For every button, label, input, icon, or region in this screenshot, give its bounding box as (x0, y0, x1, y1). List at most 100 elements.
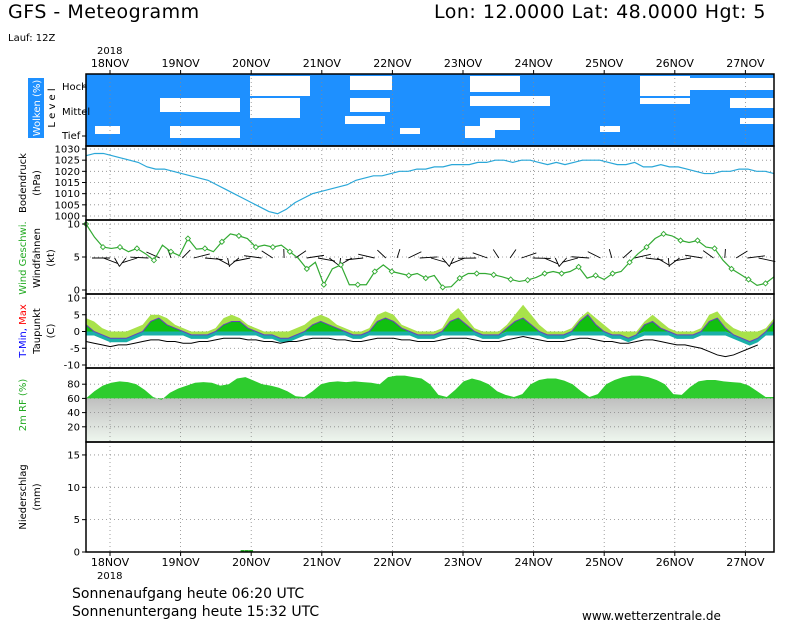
cloud-cover-block (730, 98, 774, 108)
wind-speed-point (643, 243, 650, 251)
temperature-tick-label: 0 (74, 327, 80, 338)
cloud-cover-block (670, 78, 774, 90)
wind-speed-point (473, 270, 480, 277)
precip-bar (249, 550, 254, 552)
top-day-label: 23NOV (444, 57, 483, 70)
top-day-label: 19NOV (161, 57, 200, 70)
wind-barb (345, 257, 364, 261)
precip-tick-label: 15 (67, 450, 80, 461)
dewpoint-ylabel: Taupunkt (C) (32, 308, 57, 355)
wind-barb (448, 257, 455, 267)
cloud-ylabel: Wolken (%) (32, 80, 43, 137)
wind-speed-point (150, 257, 158, 264)
wind-speed-point (167, 248, 175, 255)
pressure-tick-label: 1010 (55, 189, 80, 200)
wind-speed-point (677, 237, 684, 244)
wind-speed-point (354, 281, 361, 288)
wind-speed-point (626, 259, 633, 266)
temperature-ylabel: T-Min, Max (18, 304, 29, 359)
wind-barb (622, 249, 633, 259)
wind-speed-point (252, 243, 260, 251)
cloud-cover-block (345, 116, 385, 124)
cloud-cover-block (195, 102, 225, 110)
temperature-band (86, 314, 774, 342)
humidity-tick-label: 60 (67, 394, 80, 405)
wind-barb (450, 257, 466, 265)
wind-speed-point (303, 265, 310, 273)
wind-barb (656, 257, 669, 266)
wind-barb (430, 257, 447, 263)
wind-barb (167, 249, 172, 259)
wind-barb (587, 251, 601, 259)
pressure-ylabel-line: (hPa) (32, 170, 43, 196)
wind-barb (419, 256, 438, 259)
wind-speed-point (745, 276, 752, 283)
wind-speed-point (524, 276, 531, 284)
wind-speed-point (133, 245, 141, 252)
bottom-day-label: 20NOV (232, 556, 271, 569)
wind-speed-point (235, 232, 243, 240)
bottom-day-label: 19NOV (161, 556, 200, 569)
pressure-series-line (85, 152, 775, 215)
bottom-day-label: 27NOV (726, 556, 765, 569)
cloud-cover-block (740, 118, 774, 124)
wind-speed-point (201, 245, 209, 252)
wind-barb (358, 253, 375, 259)
pressure-tick-label: 1030 (55, 145, 80, 156)
bottom-day-label: 18NOV (91, 556, 130, 569)
pressure-tick-label: 1025 (55, 156, 80, 167)
wind-barb (193, 253, 210, 259)
humidity-tick-label: 20 (67, 422, 80, 433)
precip-tick-label: 0 (74, 548, 80, 559)
wind-barb (227, 257, 230, 268)
humidity-area (86, 375, 774, 400)
wind-barb (492, 249, 500, 259)
wind-speed-point (609, 270, 616, 277)
pressure-tick-label: 1000 (55, 212, 80, 223)
top-day-label: 20NOV (232, 57, 271, 70)
wind-barb (114, 257, 120, 267)
wind-barb (758, 257, 776, 262)
cloud-label-background (28, 78, 44, 138)
humidity-tick-label: 40 (67, 408, 80, 419)
bottom-day-label: 21NOV (303, 556, 342, 569)
wind-speed-point (184, 235, 192, 242)
sunrise-text: Sonnenaufgang heute 06:20 UTC (72, 586, 305, 602)
temperature-tick-label: -10 (64, 361, 80, 372)
wind-speed-point (456, 274, 463, 282)
wind-tick-label: 10 (67, 220, 80, 231)
wind-speed-point (507, 276, 514, 283)
wind-tick-label: 5 (74, 253, 80, 264)
precip-tick-label: 5 (74, 515, 80, 526)
pressure-ylabel: Bodendruck (hPa) (18, 153, 43, 213)
top-day-label: 26NOV (656, 57, 695, 70)
pressure-panel-frame (85, 145, 775, 221)
wind-speed-point (218, 238, 226, 245)
bottom-day-label: 25NOV (585, 556, 624, 569)
wind-speed-point (762, 280, 769, 287)
top-day-label: 18NOV (91, 57, 130, 70)
bottom-day-label: 26NOV (656, 556, 695, 569)
cloud-level-group: L e v e l (47, 88, 58, 127)
wind-speed-point (388, 268, 395, 275)
wind-barb (146, 251, 160, 259)
wind-speed-ylabel-line: Wind Geschwi. (18, 221, 29, 294)
wind-barb (216, 257, 229, 265)
pressure-tick-label: 1015 (55, 178, 80, 189)
wind-barb (747, 255, 765, 259)
wind-barb (702, 250, 714, 259)
cloud-cover-block (400, 128, 420, 134)
wind-speed-point (99, 243, 107, 251)
wind-barb (121, 257, 138, 264)
wind-barb (396, 248, 401, 259)
wind-barb (233, 257, 251, 262)
temperature-min-band (86, 331, 774, 346)
wind-barb (261, 250, 274, 259)
wind-speed-point (728, 265, 735, 273)
wind-barb (634, 253, 651, 259)
location-coordinates: Lon: 12.0000 Lat: 48.0000 Hgt: 5 (434, 1, 767, 23)
cloud-level-name: Tief (61, 131, 81, 142)
wind-speed-point (711, 245, 718, 252)
wind-barb (103, 257, 118, 264)
top-day-label: 21NOV (303, 57, 342, 70)
